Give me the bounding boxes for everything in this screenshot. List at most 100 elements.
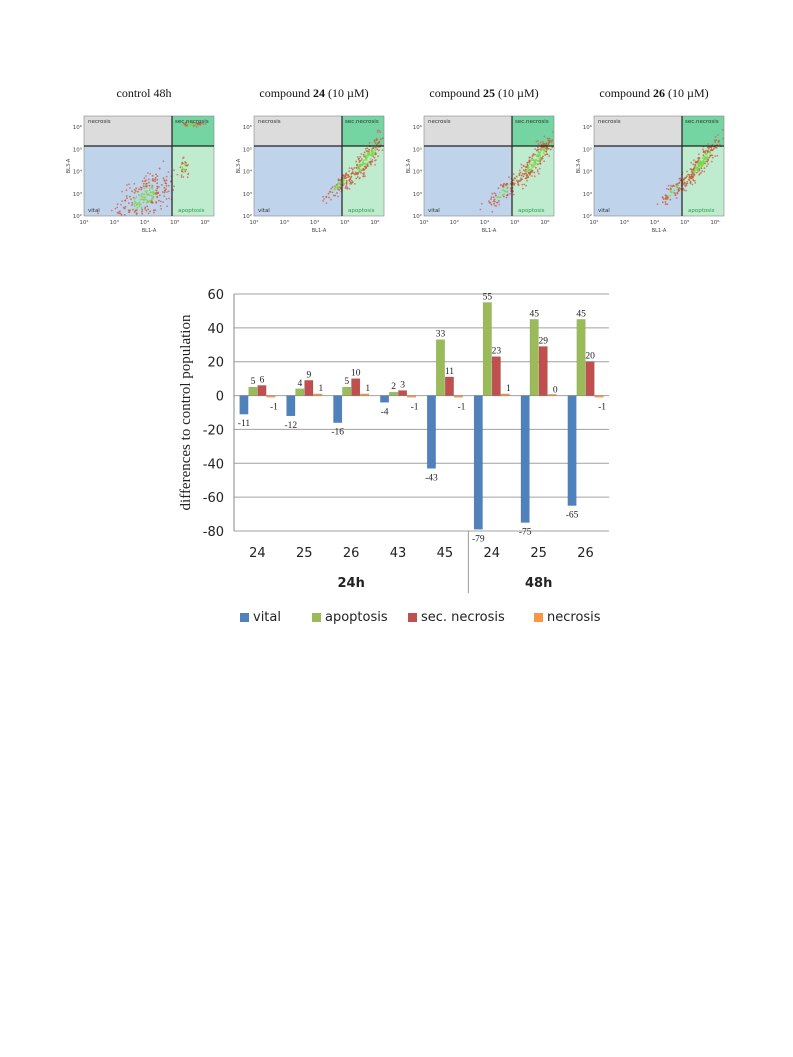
- cell-event: [551, 146, 554, 149]
- cell-event: [127, 209, 130, 212]
- cell-event: [366, 153, 369, 155]
- cell-event: [147, 212, 150, 215]
- y-tick-label: 10⁶: [73, 124, 83, 131]
- cell-event: [364, 175, 366, 177]
- quadrant-label: apoptosis: [688, 208, 715, 214]
- cell-event: [715, 139, 718, 142]
- cell-event: [703, 161, 705, 163]
- cell-event: [691, 176, 694, 179]
- cell-event: [706, 150, 709, 153]
- cell-event: [152, 193, 155, 196]
- cell-event: [539, 162, 542, 165]
- bar-necrosis: [266, 395, 276, 398]
- data-label: 3: [400, 380, 405, 390]
- y-axis-label: differences to control population: [178, 314, 194, 510]
- cell-event: [672, 191, 675, 194]
- bar-vital: [286, 395, 296, 417]
- cell-event: [149, 191, 152, 194]
- cell-event: [522, 169, 525, 172]
- cell-event: [354, 171, 357, 174]
- cell-event: [363, 172, 366, 174]
- cell-event: [195, 122, 198, 125]
- cell-event: [181, 166, 184, 168]
- cell-event: [722, 137, 724, 140]
- bar-necrosis: [500, 393, 510, 396]
- cell-event: [145, 179, 147, 182]
- cell-event: [149, 187, 151, 190]
- quadrant-label: vital: [88, 208, 100, 214]
- cell-event: [701, 170, 704, 172]
- cell-event: [195, 125, 198, 128]
- cell-event: [368, 141, 371, 144]
- cell-event: [673, 185, 675, 187]
- cell-event: [152, 190, 155, 193]
- bar-apoptosis: [342, 386, 352, 396]
- legend-item: apoptosis: [312, 610, 388, 625]
- cell-event: [537, 163, 539, 166]
- vital-quadrant: [424, 146, 512, 216]
- cell-event: [543, 135, 546, 138]
- legend-label: necrosis: [547, 610, 601, 625]
- cell-event: [141, 208, 144, 211]
- data-label: -1: [457, 402, 465, 412]
- cell-event: [492, 196, 495, 199]
- cell-event: [156, 182, 158, 184]
- cell-event: [138, 201, 141, 204]
- cell-event: [364, 154, 367, 157]
- cell-event: [528, 174, 531, 176]
- cell-event: [532, 158, 534, 161]
- y-tick-label: -80: [203, 525, 224, 540]
- y-tick-label: 10⁴: [243, 169, 253, 176]
- cell-event: [164, 182, 167, 185]
- y-tick-label: 10⁵: [413, 146, 422, 153]
- cell-event: [163, 191, 166, 194]
- quadrant-label: necrosis: [88, 119, 111, 125]
- cell-event: [495, 194, 497, 197]
- cell-event: [537, 155, 540, 157]
- cell-event: [379, 138, 382, 141]
- cell-event: [336, 184, 339, 187]
- cell-event: [527, 167, 529, 169]
- y-tick-label: -60: [203, 491, 224, 506]
- cell-event: [714, 136, 717, 138]
- cell-event: [539, 157, 542, 160]
- cell-event: [120, 203, 122, 206]
- cell-event: [543, 160, 545, 163]
- cell-event: [143, 177, 146, 180]
- cell-event: [366, 147, 369, 150]
- cell-event: [119, 210, 121, 213]
- cell-event: [531, 166, 534, 169]
- cell-event: [144, 208, 146, 210]
- cell-event: [496, 201, 499, 204]
- data-label: 4: [297, 379, 302, 389]
- cell-event: [542, 155, 544, 158]
- cell-event: [501, 189, 504, 192]
- bar-sec-necrosis: [351, 378, 361, 396]
- cell-event: [143, 193, 146, 196]
- panel-title: compound 24 (10 µM): [259, 86, 369, 100]
- cell-event: [149, 210, 151, 213]
- cell-event: [505, 190, 507, 193]
- cell-event: [358, 164, 360, 166]
- y-tick-label: 10³: [73, 191, 82, 198]
- cell-event: [692, 169, 694, 171]
- cell-event: [140, 188, 143, 191]
- cell-event: [683, 178, 685, 181]
- cell-event: [132, 208, 134, 211]
- cell-event: [545, 143, 548, 145]
- cell-event: [343, 176, 345, 179]
- cell-event: [716, 144, 718, 146]
- cell-event: [325, 196, 328, 199]
- cell-event: [527, 169, 529, 172]
- cell-event: [518, 169, 521, 172]
- cell-event: [374, 159, 376, 162]
- x-axis-label: BL1-A: [482, 228, 497, 234]
- cell-event: [696, 171, 698, 174]
- cell-event: [145, 191, 148, 194]
- cell-event: [692, 159, 695, 161]
- cell-event: [173, 169, 175, 172]
- cell-event: [152, 178, 154, 180]
- cell-event: [674, 194, 677, 196]
- cell-event: [676, 188, 679, 191]
- bar-vital: [473, 395, 483, 530]
